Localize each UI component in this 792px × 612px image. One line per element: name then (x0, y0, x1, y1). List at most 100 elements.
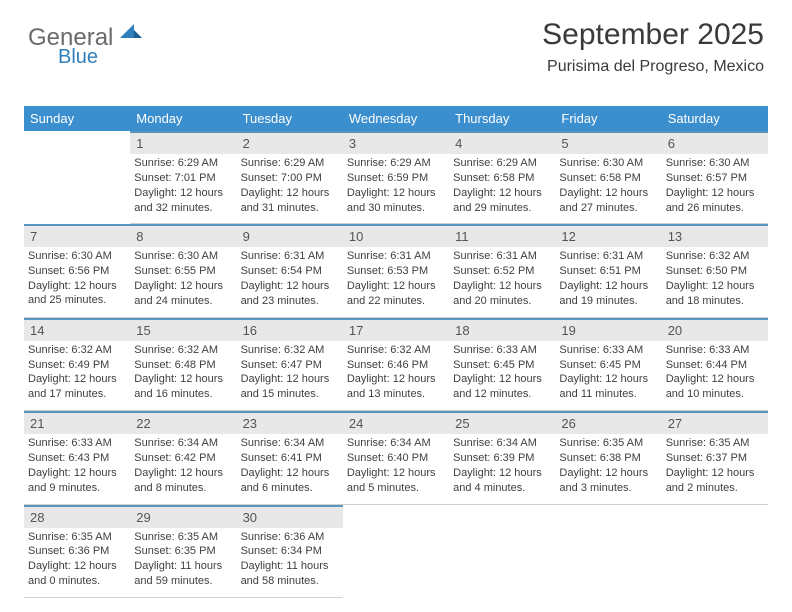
calendar-cell: 30Sunrise: 6:36 AMSunset: 6:34 PMDayligh… (237, 504, 343, 597)
sunrise-line: Sunrise: 6:35 AM (666, 436, 764, 451)
sunset-line: Sunset: 6:54 PM (241, 264, 339, 279)
sunset-line: Sunset: 6:48 PM (134, 358, 232, 373)
sunrise-line: Sunrise: 6:32 AM (28, 343, 126, 358)
calendar-cell: 8Sunrise: 6:30 AMSunset: 6:55 PMDaylight… (130, 224, 236, 317)
daylight-line: Daylight: 12 hours and 31 minutes. (241, 186, 339, 216)
daylight-line: Daylight: 12 hours and 19 minutes. (559, 279, 657, 309)
sunset-line: Sunset: 6:51 PM (559, 264, 657, 279)
calendar-cell: 29Sunrise: 6:35 AMSunset: 6:35 PMDayligh… (130, 504, 236, 597)
day-info: Sunrise: 6:30 AMSunset: 6:56 PMDaylight:… (24, 247, 130, 316)
sunrise-line: Sunrise: 6:29 AM (453, 156, 551, 171)
calendar-row: 7Sunrise: 6:30 AMSunset: 6:56 PMDaylight… (24, 224, 768, 317)
calendar-cell: 9 Sunrise: 6:31 AMSunset: 6:54 PMDaylight… (237, 224, 343, 317)
day-number: 26 (555, 411, 661, 434)
sunrise-line: Sunrise: 6:32 AM (666, 249, 764, 264)
sunrise-line: Sunrise: 6:32 AM (241, 343, 339, 358)
sunset-line: Sunset: 6:58 PM (559, 171, 657, 186)
sunset-line: Sunset: 6:52 PM (453, 264, 551, 279)
calendar-cell: 19Sunrise: 6:33 AMSunset: 6:45 PMDayligh… (555, 317, 661, 410)
sunrise-line: Sunrise: 6:34 AM (347, 436, 445, 451)
sunset-line: Sunset: 6:56 PM (28, 264, 126, 279)
sunset-line: Sunset: 6:55 PM (134, 264, 232, 279)
day-number: 4 (449, 131, 555, 154)
day-info: Sunrise: 6:30 AMSunset: 6:58 PMDaylight:… (555, 154, 661, 223)
sunrise-line: Sunrise: 6:33 AM (559, 343, 657, 358)
sunset-line: Sunset: 6:43 PM (28, 451, 126, 466)
daylight-line: Daylight: 12 hours and 11 minutes. (559, 372, 657, 402)
day-info: Sunrise: 6:32 AMSunset: 6:50 PMDaylight:… (662, 247, 768, 316)
day-number: 9 (237, 224, 343, 247)
calendar-cell: 14Sunrise: 6:32 AMSunset: 6:49 PMDayligh… (24, 317, 130, 410)
daylight-line: Daylight: 12 hours and 29 minutes. (453, 186, 551, 216)
sunset-line: Sunset: 6:46 PM (347, 358, 445, 373)
calendar-header-cell: Thursday (449, 106, 555, 131)
sunrise-line: Sunrise: 6:31 AM (559, 249, 657, 264)
day-number: 10 (343, 224, 449, 247)
header: September 2025 Purisima del Progreso, Me… (542, 18, 764, 76)
logo: General Blue (28, 24, 142, 69)
calendar-table: SundayMondayTuesdayWednesdayThursdayFrid… (24, 106, 768, 598)
day-info: Sunrise: 6:34 AMSunset: 6:41 PMDaylight:… (237, 434, 343, 503)
day-number: 2 (237, 131, 343, 154)
day-number: 3 (343, 131, 449, 154)
day-info: Sunrise: 6:32 AMSunset: 6:49 PMDaylight:… (24, 341, 130, 410)
calendar-cell: 25 Sunrise: 6:34 AMSunset: 6:39 PMDayligh… (449, 411, 555, 504)
day-number: 8 (130, 224, 236, 247)
day-info: Sunrise: 6:29 AMSunset: 7:01 PMDaylight:… (130, 154, 236, 223)
day-info: Sunrise: 6:36 AMSunset: 6:34 PMDaylight:… (237, 528, 343, 597)
sunrise-line: Sunrise: 6:36 AM (241, 530, 339, 545)
sunset-line: Sunset: 6:47 PM (241, 358, 339, 373)
day-number: 11 (449, 224, 555, 247)
sunrise-line: Sunrise: 6:33 AM (666, 343, 764, 358)
sunrise-line: Sunrise: 6:29 AM (347, 156, 445, 171)
sunset-line: Sunset: 6:39 PM (453, 451, 551, 466)
sunrise-line: Sunrise: 6:34 AM (453, 436, 551, 451)
day-info: Sunrise: 6:29 AMSunset: 6:59 PMDaylight:… (343, 154, 449, 223)
day-info: Sunrise: 6:30 AMSunset: 6:55 PMDaylight:… (130, 247, 236, 316)
sunset-line: Sunset: 6:35 PM (134, 544, 232, 559)
day-info: Sunrise: 6:31 AMSunset: 6:52 PMDaylight:… (449, 247, 555, 316)
sunrise-line: Sunrise: 6:35 AM (559, 436, 657, 451)
calendar-cell: 5Sunrise: 6:30 AMSunset: 6:58 PMDaylight… (555, 131, 661, 224)
day-number: 1 (130, 131, 236, 154)
day-number: 25 (449, 411, 555, 434)
day-number: 23 (237, 411, 343, 434)
day-number: 28 (24, 505, 130, 528)
calendar-cell: 6Sunrise: 6:30 AMSunset: 6:57 PMDaylight… (662, 131, 768, 224)
sunset-line: Sunset: 6:57 PM (666, 171, 764, 186)
calendar-cell: . (555, 504, 661, 597)
day-number: 14 (24, 318, 130, 341)
daylight-line: Daylight: 11 hours and 58 minutes. (241, 559, 339, 589)
day-number: 24 (343, 411, 449, 434)
daylight-line: Daylight: 11 hours and 59 minutes. (134, 559, 232, 589)
day-number: 21 (24, 411, 130, 434)
calendar-cell: 11Sunrise: 6:31 AMSunset: 6:52 PMDayligh… (449, 224, 555, 317)
day-info: Sunrise: 6:35 AMSunset: 6:35 PMDaylight:… (130, 528, 236, 597)
daylight-line: Daylight: 12 hours and 16 minutes. (134, 372, 232, 402)
daylight-line: Daylight: 12 hours and 3 minutes. (559, 466, 657, 496)
calendar-cell: 20Sunrise: 6:33 AMSunset: 6:44 PMDayligh… (662, 317, 768, 410)
sunset-line: Sunset: 6:40 PM (347, 451, 445, 466)
daylight-line: Daylight: 12 hours and 23 minutes. (241, 279, 339, 309)
sunrise-line: Sunrise: 6:35 AM (134, 530, 232, 545)
sunset-line: Sunset: 6:45 PM (559, 358, 657, 373)
daylight-line: Daylight: 12 hours and 26 minutes. (666, 186, 764, 216)
day-number: 30 (237, 505, 343, 528)
calendar-header-cell: Monday (130, 106, 236, 131)
calendar-cell: 12Sunrise: 6:31 AMSunset: 6:51 PMDayligh… (555, 224, 661, 317)
sunrise-line: Sunrise: 6:34 AM (241, 436, 339, 451)
sunrise-line: Sunrise: 6:31 AM (241, 249, 339, 264)
calendar-cell: 17Sunrise: 6:32 AMSunset: 6:46 PMDayligh… (343, 317, 449, 410)
calendar-cell: 10Sunrise: 6:31 AMSunset: 6:53 PMDayligh… (343, 224, 449, 317)
day-info: Sunrise: 6:32 AMSunset: 6:48 PMDaylight:… (130, 341, 236, 410)
sunset-line: Sunset: 7:01 PM (134, 171, 232, 186)
calendar-body: .1Sunrise: 6:29 AMSunset: 7:01 PMDayligh… (24, 131, 768, 597)
day-info: Sunrise: 6:32 AMSunset: 6:46 PMDaylight:… (343, 341, 449, 410)
calendar-cell: 1Sunrise: 6:29 AMSunset: 7:01 PMDaylight… (130, 131, 236, 224)
day-info: Sunrise: 6:29 AMSunset: 6:58 PMDaylight:… (449, 154, 555, 223)
daylight-line: Daylight: 12 hours and 18 minutes. (666, 279, 764, 309)
daylight-line: Daylight: 12 hours and 4 minutes. (453, 466, 551, 496)
calendar-cell: 27Sunrise: 6:35 AMSunset: 6:37 PMDayligh… (662, 411, 768, 504)
sunrise-line: Sunrise: 6:32 AM (347, 343, 445, 358)
sunset-line: Sunset: 6:58 PM (453, 171, 551, 186)
